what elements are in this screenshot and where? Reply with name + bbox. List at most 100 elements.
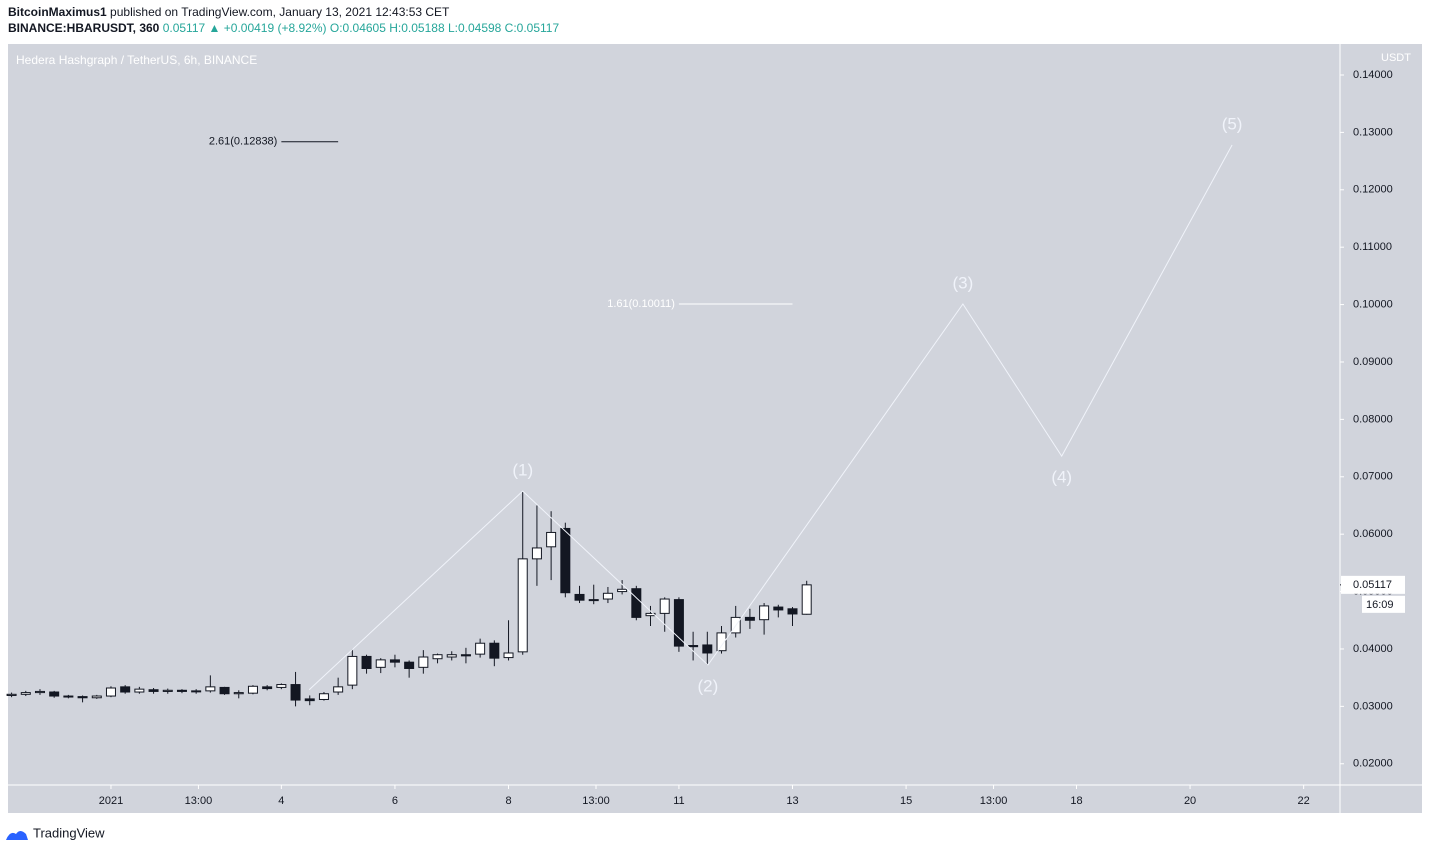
candle-body <box>602 592 613 600</box>
change: ▲ +0.00419 (+8.92%) <box>209 21 327 35</box>
published: published on TradingView.com, January 13… <box>110 5 450 19</box>
ohlc: O:0.04605 H:0.05188 L:0.04598 C:0.05117 <box>330 21 560 35</box>
y-tick-label: 0.13000 <box>1353 126 1393 138</box>
candle-body <box>191 690 202 693</box>
x-tick-label: 15 <box>900 795 912 807</box>
x-tick-label: 13:00 <box>582 795 610 807</box>
candle-body <box>91 695 102 699</box>
candle-body <box>702 644 713 654</box>
wave-label: (1) <box>512 461 533 480</box>
countdown-box <box>1362 595 1405 613</box>
candle-body <box>333 686 344 693</box>
y-tick-label: 0.11000 <box>1353 241 1392 253</box>
y-tick-label: 0.07000 <box>1353 471 1393 483</box>
candle-body <box>176 689 187 692</box>
fib-label: 2.61(0.12838) <box>209 136 278 148</box>
x-tick-label: 4 <box>278 795 284 807</box>
candle-body <box>446 654 457 658</box>
publish-line: BitcoinMaximus1 published on TradingView… <box>8 5 450 19</box>
candle-body <box>517 558 528 653</box>
candle-body <box>688 645 699 648</box>
last: 0.05117 <box>163 21 206 35</box>
x-tick-label: 2021 <box>99 795 123 807</box>
x-tick-label: 22 <box>1298 795 1310 807</box>
candle-body <box>49 691 60 697</box>
wave-label: (5) <box>1222 115 1243 134</box>
candle-body <box>375 659 386 668</box>
candle-body <box>404 661 415 669</box>
candle-body <box>531 547 542 560</box>
candle-body <box>673 599 684 647</box>
candle-body <box>219 686 230 695</box>
symbol-line: BINANCE:HBARUSDT, 360 0.05117 ▲ +0.00419… <box>8 21 559 35</box>
candle-body <box>34 690 45 694</box>
x-tick-label: 11 <box>673 795 684 807</box>
candle-body <box>489 642 500 659</box>
x-tick-label: 13 <box>786 795 798 807</box>
candle-body <box>787 608 798 615</box>
unit: USDT <box>1381 52 1411 64</box>
y-tick-label: 0.12000 <box>1353 184 1393 196</box>
y-tick-label: 0.02000 <box>1353 758 1393 770</box>
candle-body <box>134 688 145 693</box>
x-tick-label: 13:00 <box>185 795 213 807</box>
candle-body <box>148 689 159 692</box>
x-tick-label: 6 <box>392 795 398 807</box>
candle-body <box>574 593 585 601</box>
candle-body <box>304 698 315 702</box>
y-tick-label: 0.09000 <box>1353 356 1393 368</box>
candle-body <box>631 588 642 618</box>
candle-body <box>120 686 131 693</box>
x-tick-label: 20 <box>1184 795 1196 807</box>
x-tick-label: 18 <box>1070 795 1082 807</box>
candle-body <box>560 527 571 594</box>
wave-label: (3) <box>952 273 973 292</box>
candle-body <box>347 655 358 686</box>
candle-body <box>617 588 628 593</box>
candle-body <box>6 693 17 696</box>
candles <box>6 491 812 707</box>
candle-body <box>588 599 599 602</box>
y-tick-label: 0.06000 <box>1353 528 1393 540</box>
candle-body <box>276 684 287 688</box>
y-tick-label: 0.14000 <box>1353 69 1393 81</box>
candle-body <box>262 686 273 690</box>
candle-body <box>318 693 329 700</box>
logo-icon <box>6 831 28 840</box>
logo: TradingView <box>6 825 105 840</box>
author: BitcoinMaximus1 <box>8 5 107 19</box>
candle-body <box>205 686 216 692</box>
candle-body <box>716 632 727 652</box>
y-tick-label: 0.03000 <box>1353 700 1393 712</box>
time-axis <box>8 785 1422 813</box>
x-tick-label: 8 <box>505 795 511 807</box>
candle-body <box>645 612 656 617</box>
candle-body <box>418 656 429 668</box>
candle-body <box>63 695 74 698</box>
candle-body <box>247 685 258 694</box>
brand: TradingView <box>33 825 105 840</box>
candle-body <box>475 642 486 655</box>
candle-body <box>546 531 557 548</box>
candle-body <box>162 689 173 692</box>
candle-body <box>460 654 471 657</box>
candle-body <box>105 687 116 697</box>
price-axis <box>1340 44 1422 785</box>
candle-body <box>759 605 770 621</box>
y-tick-label: 0.04000 <box>1353 643 1393 655</box>
candle-body <box>361 655 372 669</box>
candle-body <box>801 584 812 615</box>
candle-body <box>389 659 400 663</box>
x-tick-label: 13:00 <box>980 795 1008 807</box>
last-price: 0.05117 <box>1353 579 1392 591</box>
y-tick-label: 0.08000 <box>1353 413 1393 425</box>
candle-body <box>659 598 670 614</box>
chart-pane <box>8 44 1340 785</box>
wave-label: (4) <box>1051 468 1072 487</box>
candle-body <box>20 692 31 695</box>
symbol: BINANCE:HBARUSDT, 360 <box>8 21 160 35</box>
y-tick-label: 0.10000 <box>1353 298 1393 310</box>
candle-body <box>503 652 514 659</box>
